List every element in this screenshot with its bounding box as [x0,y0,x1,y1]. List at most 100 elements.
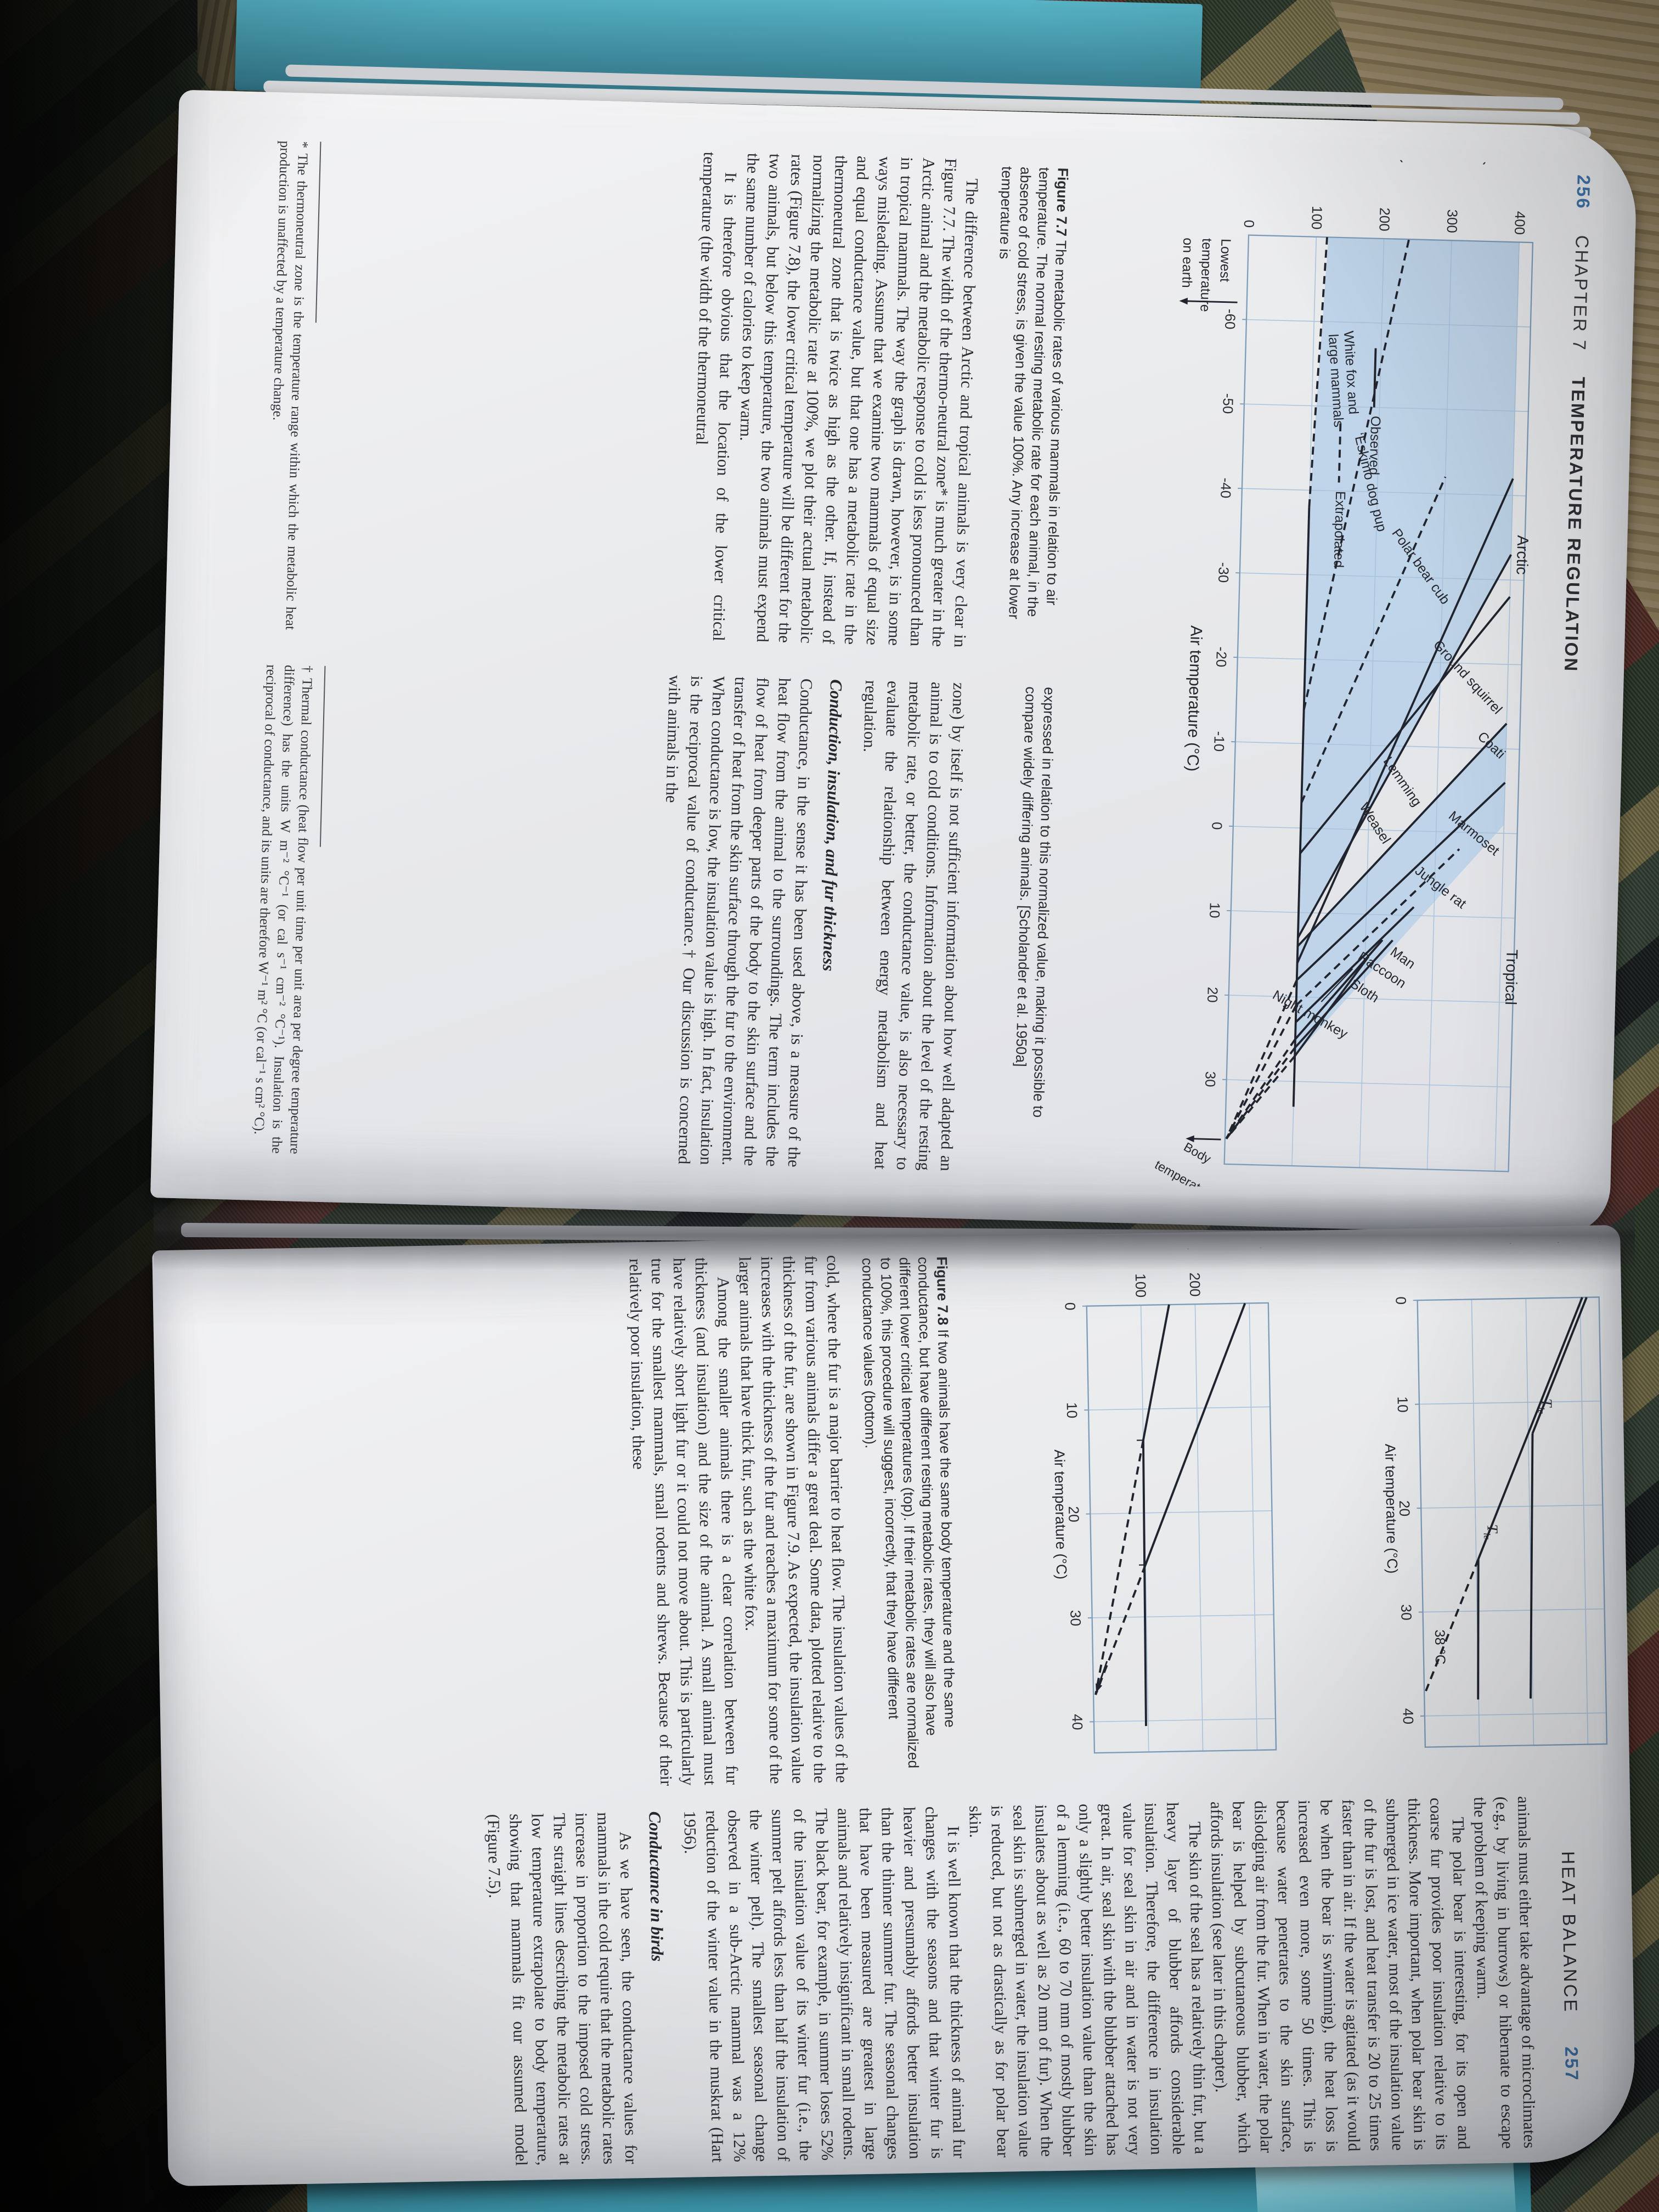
caption-column-a: Figure 7.7 The metabolic rates of variou… [996,166,1071,619]
figure-7-7-chart: -60 -50 -40 -30 -20 -10 0 10 20 30 0 100 200 300 400 Me… [1049,142,1568,1203]
series-extrapolation-night-monkey [1225,1055,1296,1139]
series-night-monkey [1294,956,1370,1057]
series-marmoset [1296,782,1506,981]
svg-text:40: 40 [1400,1708,1417,1724]
figure-7-8-top: 010203040Metabolic rate (arbitrary units… [1382,1226,1608,1748]
page-number: 256 [1573,174,1594,211]
series-animal-a-plateau [1530,1433,1534,1699]
page-256: 256 CHAPTER 7 TEMPERATURE REGULATION -60… [150,89,1638,1236]
series-animal-a-normalized-slope [1142,1304,1171,1441]
series-animal-b-plateau [1477,1559,1480,1700]
svg-text:temperature: temperature [1197,238,1215,312]
running-head-257: HEAT BALANCE 257 [1556,1795,1582,2082]
svg-text:Body: Body [1181,1139,1214,1166]
svg-text:20: 20 [1204,986,1220,1003]
svg-text:38 °C: 38 °C [1432,1629,1448,1664]
page-number: 257 [1561,2046,1583,2082]
svg-text:Air temperature (°C): Air temperature (°C) [1382,1443,1401,1573]
series-legend-extrapolated-sample [1338,423,1342,483]
svg-text:Air temperature (°C): Air temperature (°C) [1183,625,1205,772]
page-257: 010203040Metabolic rate (arbitrary units… [152,1224,1637,2187]
page-256-content: 256 CHAPTER 7 TEMPERATURE REGULATION -60… [150,90,1638,1236]
svg-text:Lemming: Lemming [1380,754,1425,809]
series-eskimo-dog-pup [1302,239,1410,710]
series-normalized-plateau [1142,1440,1148,1726]
svg-text:30: 30 [1398,1604,1415,1621]
series-polar-bear-cub [1300,476,1447,803]
body-paragraph: The difference between Arctic and tropic… [736,153,982,648]
series-white-fox-and-large-mammals [1308,237,1328,507]
svg-text:temperature: temperature [1153,1157,1219,1195]
footnote-conductance: † Thermal conductance (heat flow per uni… [251,664,316,1155]
section-heading: Conduction, insulation, and fur thicknes… [819,679,847,972]
svg-text:Arctic: Arctic [1513,535,1531,575]
svg-text:on earth: on earth [1179,238,1195,288]
svg-text:Tropical: Tropical [1502,949,1521,1005]
svg-text:0: 0 [1392,1296,1409,1305]
series-man [1294,939,1393,1048]
svg-text:200: 200 [1187,1272,1204,1297]
left-column-text: cold, where the fur is a major barrier t… [624,1255,853,1786]
page-257-grid: 010203040Metabolic rate (arbitrary units… [473,1226,1636,2166]
body-paragraph: It is well known that the thickness of a… [680,1806,969,2163]
series-extrapolation-man [1225,1047,1296,1139]
svg-text:30: 30 [1202,1071,1218,1087]
footnote-block: † Thermal conductance (heat flow per uni… [250,664,342,1155]
footnote-thermoneutral: * The thermoneutral zone is the temperat… [270,140,312,630]
svg-text:0: 0 [1241,219,1256,228]
chapter-label: CHAPTER 7 [1569,235,1593,352]
svg-text:-30: -30 [1215,562,1231,583]
figure-7-8-caption: Figure 7.8 If two animals have the same … [859,1256,959,1769]
figure-7-8-top-chart: 010203040Metabolic rate (arbitrary units… [1290,1226,1624,1774]
page-257-right-column: HEAT BALANCE 257 animals must either tak… [482,1795,1636,2166]
svg-text:0: 0 [1209,822,1224,830]
svg-text:-10: -10 [1211,731,1227,752]
series-legend-observed-sample [1373,348,1377,408]
svg-text:Metabolic rate (normalized): Metabolic rate (normalized) [1290,151,1488,165]
body-paragraph: zone) by itself is not sufficient inform… [860,680,969,1172]
figure-7-8-bottom-chart: 010203040100200Metabolic rate (normalize… [959,1232,1293,1779]
column-1: The difference between Arctic and tropic… [263,140,984,647]
running-head-title: HEAT BALANCE [1558,1851,1581,2014]
series-weasel [1296,478,1514,964]
figure-7-8-bottom: 010203040100200Metabolic rate (normalize… [1051,1232,1277,1754]
footnote-rule [315,142,321,323]
svg-text:-50: -50 [1220,393,1235,414]
svg-text:10: 10 [1395,1396,1412,1413]
figure-label: Figure 7.7 [1053,167,1071,237]
svg-text:-40: -40 [1217,477,1233,498]
series-coati [1297,723,1508,947]
svg-text:100: 100 [1308,206,1324,230]
body-paragraph: The skin of the seal has a relatively th… [966,1802,1210,2158]
series-animal-b-extrapolated [1425,1559,1480,1692]
footnote-block: * The thermoneutral zone is the temperat… [263,140,337,631]
series-night-monkey-pointer [1321,968,1353,1002]
series-extrapolation-marmoset [1225,979,1298,1139]
column-2: zone) by itself is not sufficient inform… [250,664,970,1171]
svg-text:Tlc: Tlc [1482,1524,1501,1540]
section-heading: Conductance in birds [645,1811,668,1962]
svg-text:10: 10 [1206,902,1222,918]
body-paragraph: Among the smaller animals there is a cle… [626,1257,742,1786]
series-extrapolation-jungle-rat [1225,1005,1297,1139]
svg-text:200: 200 [1376,207,1392,232]
body-paragraph: The polar bear is interesting, for its o… [1207,1797,1474,2154]
series-extrapolation-b [1094,1564,1147,1695]
svg-text:0: 0 [1062,1302,1079,1311]
svg-text:Tlc: Tlc [1536,1398,1555,1414]
svg-text:100: 100 [1132,1273,1149,1298]
svg-text:Extrapolated: Extrapolated [1331,491,1348,568]
svg-text:400: 400 [1511,211,1527,235]
svg-text:300: 300 [1444,209,1460,233]
series-ground-squirrel [1299,596,1511,854]
series-animal-b-slope [1477,1297,1583,1560]
series-jungle-rat [1295,848,1460,1007]
footnote-rule [319,665,326,847]
svg-text:40: 40 [1069,1714,1086,1730]
book-spine-shadow [154,1193,1635,1270]
svg-text:Lowest: Lowest [1217,239,1233,283]
body-paragraph: As we have seen, the conductance values … [484,1812,641,2166]
chapter-title: TEMPERATURE REGULATION [1560,376,1589,673]
page-257-content: 010203040Metabolic rate (arbitrary units… [152,1225,1636,2186]
